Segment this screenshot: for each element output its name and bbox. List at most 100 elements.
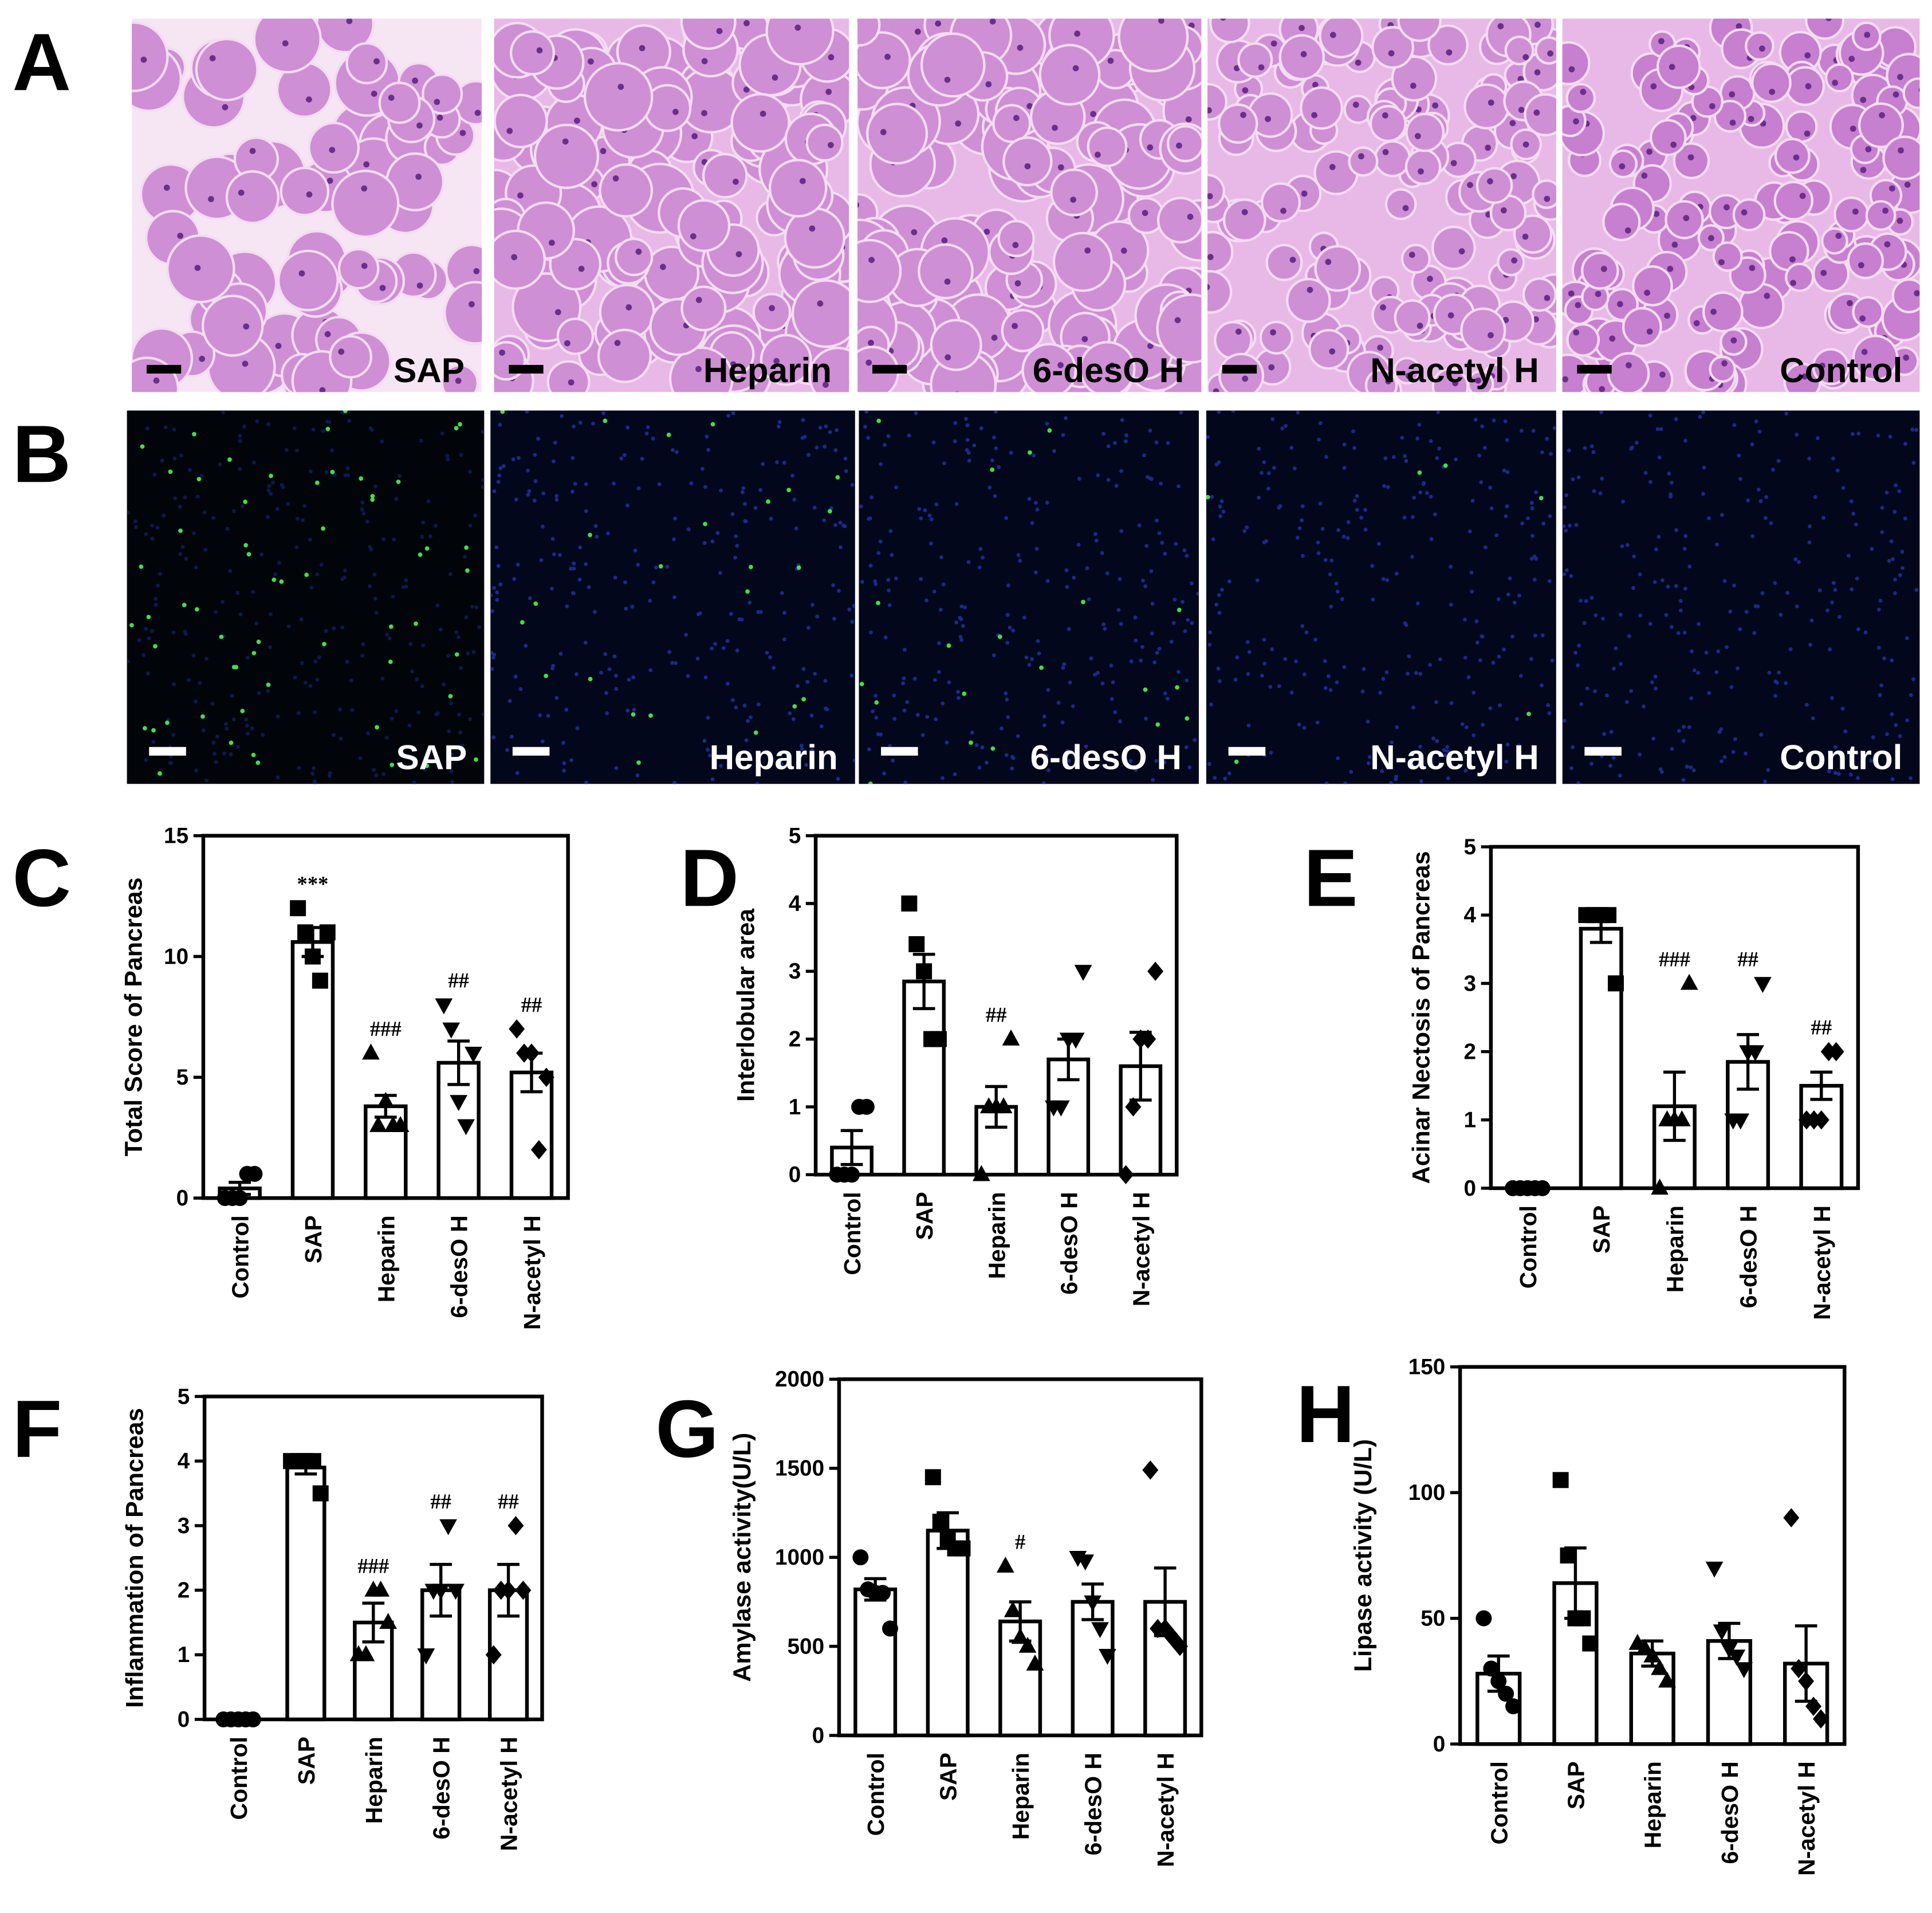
tunel-dot <box>801 697 806 702</box>
tunel-dot <box>251 651 257 655</box>
dapi-dot <box>929 517 934 522</box>
dapi-dot <box>1435 739 1439 744</box>
y-axis-label: Total Score of Pancreas <box>120 877 147 1156</box>
scale-bar <box>881 747 918 756</box>
dapi-dot <box>839 545 843 549</box>
dapi-dot <box>564 708 569 712</box>
dapi-dot <box>210 701 215 706</box>
dapi-dot <box>934 717 938 721</box>
dapi-dot <box>1410 555 1414 559</box>
nucleus <box>243 323 250 330</box>
dapi-dot <box>419 438 423 443</box>
nucleus <box>1568 290 1575 297</box>
nucleus <box>199 355 206 362</box>
acinus <box>1374 140 1411 178</box>
dapi-dot <box>254 621 259 626</box>
nucleus <box>1575 302 1581 308</box>
data-point <box>435 998 453 1015</box>
dapi-dot <box>516 562 520 567</box>
nucleus <box>660 264 666 270</box>
dapi-dot <box>1491 661 1496 665</box>
tunel-dot <box>1206 494 1210 500</box>
dapi-dot <box>447 729 451 734</box>
nucleus <box>455 378 462 384</box>
dapi-dot <box>1418 744 1423 749</box>
x-tick-label: Control <box>1515 1205 1541 1289</box>
dapi-dot <box>886 578 891 582</box>
dapi-dot <box>1351 429 1355 434</box>
acinus <box>1394 299 1431 336</box>
dapi-dot <box>1142 453 1146 458</box>
tunel-dot <box>544 673 549 678</box>
acinus <box>1805 18 1845 40</box>
dapi-dot <box>806 626 810 630</box>
nucleus <box>857 19 858 22</box>
dapi-dot <box>1574 523 1579 527</box>
micrograph: N-acetyl H <box>1206 410 1556 784</box>
data-point <box>954 1540 971 1557</box>
data-point <box>1052 1100 1070 1117</box>
dapi-dot <box>1217 410 1221 414</box>
dapi-dot <box>1533 634 1537 638</box>
dapi-dot <box>332 733 336 737</box>
dapi-dot <box>1221 509 1226 514</box>
dapi-dot <box>1100 551 1104 555</box>
dapi-dot <box>134 525 138 529</box>
dapi-dot <box>360 507 364 512</box>
dapi-dot <box>1067 759 1071 763</box>
nucleus <box>1759 45 1765 52</box>
y-tick-label: 500 <box>788 1635 825 1659</box>
tunel-dot <box>874 700 879 705</box>
nucleus <box>1329 348 1336 355</box>
nucleus <box>1414 133 1421 139</box>
dapi-dot <box>871 709 875 713</box>
dapi-dot <box>977 565 982 569</box>
dapi-dot <box>292 426 297 430</box>
dapi-dot <box>415 677 419 682</box>
dapi-dot <box>746 718 750 723</box>
nucleus <box>1072 65 1079 72</box>
dapi-dot <box>749 715 753 720</box>
dapi-dot <box>366 731 371 736</box>
dapi-dot <box>1650 680 1654 685</box>
dapi-dot <box>1850 587 1854 592</box>
nucleus <box>574 117 580 124</box>
dapi-dot <box>1171 620 1176 625</box>
dapi-dot <box>1323 659 1327 663</box>
dapi-dot <box>309 586 314 590</box>
tunel-dot <box>1081 599 1085 604</box>
dapi-dot <box>144 758 148 763</box>
nucleus <box>1544 294 1551 301</box>
dapi-dot <box>550 666 554 671</box>
dapi-dot <box>799 743 804 748</box>
dapi-dot <box>1268 685 1273 689</box>
dapi-dot <box>1336 528 1341 532</box>
data-point <box>1732 1113 1750 1130</box>
dapi-dot <box>1611 756 1616 760</box>
dapi-dot <box>1417 422 1422 427</box>
dapi-dot <box>753 506 758 510</box>
nucleus <box>1646 328 1653 335</box>
acinus <box>1209 18 1250 44</box>
tunel-dot <box>140 444 145 449</box>
dapi-dot <box>275 507 280 511</box>
dapi-dot <box>401 585 406 590</box>
dapi-dot <box>1289 690 1294 695</box>
dapi-dot <box>1599 410 1603 414</box>
dapi-dot <box>1466 675 1471 679</box>
nucleus <box>1026 103 1033 109</box>
dapi-dot <box>1297 526 1302 531</box>
dapi-dot <box>927 513 932 518</box>
dapi-dot <box>592 610 597 614</box>
dapi-dot <box>876 551 881 555</box>
dapi-dot <box>876 732 880 736</box>
dapi-dot <box>416 710 421 715</box>
dapi-dot <box>945 740 949 745</box>
acinus <box>1713 100 1747 133</box>
dapi-dot <box>1355 494 1359 498</box>
dapi-dot <box>294 545 299 550</box>
nucleus <box>1207 284 1210 290</box>
dapi-dot <box>1545 437 1549 441</box>
dapi-dot <box>725 681 730 686</box>
dapi-dot <box>1257 496 1261 500</box>
